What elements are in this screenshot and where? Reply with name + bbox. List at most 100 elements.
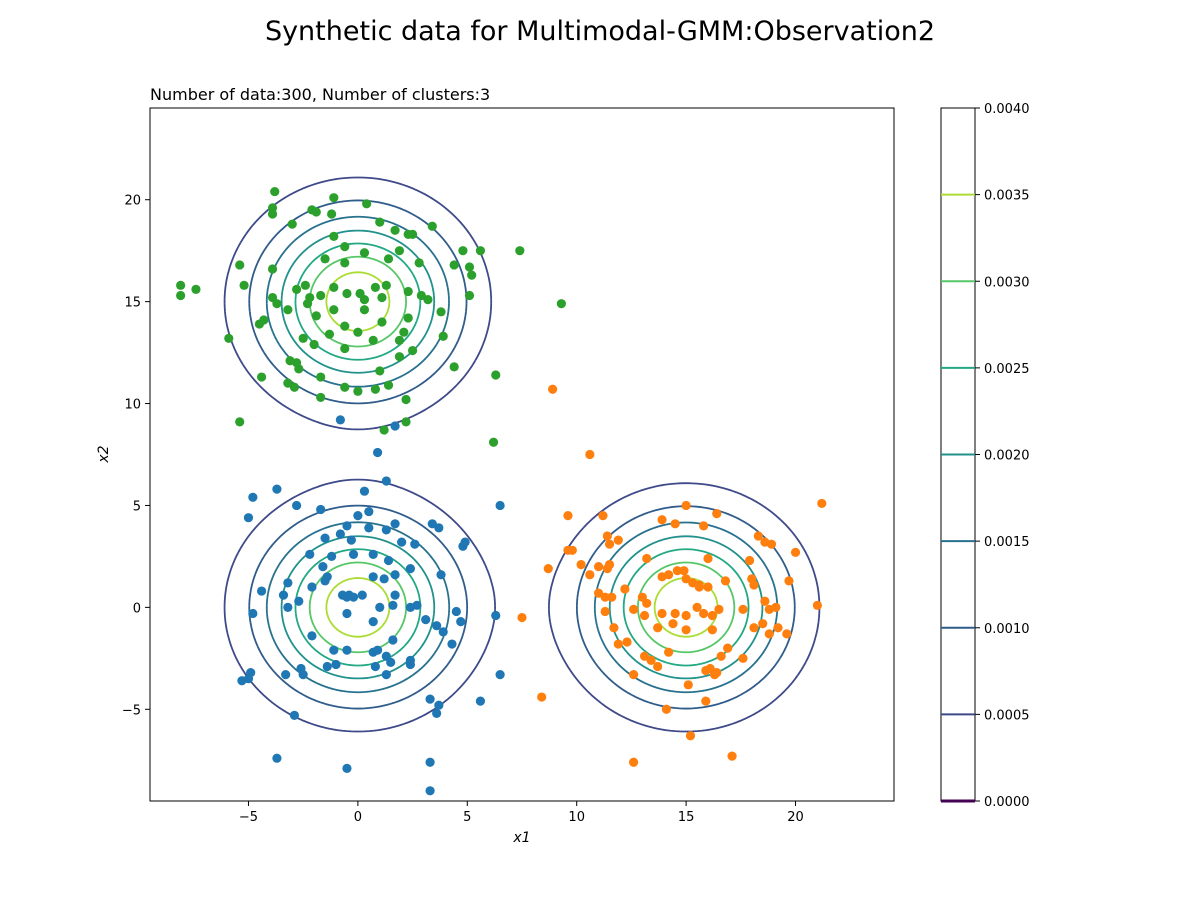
scatter-point-cluster-3	[401, 417, 411, 427]
scatter-point-cluster-1	[388, 635, 398, 645]
scatter-point-cluster-2	[543, 564, 553, 574]
scatter-point-cluster-2	[642, 553, 652, 564]
scatter-point-cluster-3	[377, 317, 387, 327]
scatter-point-cluster-1	[335, 415, 345, 425]
scatter-point-cluster-1	[316, 504, 326, 515]
scatter-point-cluster-1	[283, 578, 293, 588]
scatter-point-cluster-2	[639, 651, 650, 661]
scatter-point-cluster-3	[292, 284, 302, 295]
scatter-point-cluster-3	[458, 246, 468, 256]
scatter-point-cluster-1	[307, 631, 317, 641]
scatter-point-cluster-2	[738, 604, 748, 615]
scatter-point-cluster-3	[267, 264, 278, 274]
scatter-point-cluster-3	[316, 290, 326, 301]
scatter-point-cluster-3	[359, 305, 370, 315]
scatter-point-cluster-3	[359, 248, 370, 258]
scatter-point-cluster-1	[346, 535, 356, 545]
scatter-point-cluster-3	[475, 246, 486, 256]
scatter-point-cluster-1	[294, 596, 304, 606]
scatter-point-cluster-2	[604, 559, 615, 570]
scatter-point-cluster-1	[412, 600, 422, 610]
x-tick-label: 15	[678, 810, 695, 825]
scatter-point-cluster-3	[329, 282, 339, 292]
scatter-point-cluster-2	[703, 582, 713, 592]
scatter-point-cluster-2	[782, 629, 792, 639]
scatter-point-cluster-1	[447, 639, 457, 649]
scatter-point-cluster-2	[629, 757, 639, 767]
scatter-point-cluster-1	[434, 523, 444, 533]
scatter-point-cluster-3	[224, 333, 234, 343]
scatter-point-cluster-1	[379, 574, 389, 584]
scatter-point-cluster-2	[604, 539, 615, 549]
scatter-point-cluster-2	[773, 623, 783, 633]
scatter-point-cluster-2	[681, 500, 691, 511]
scatter-point-cluster-3	[267, 203, 278, 213]
scatter-point-cluster-1	[353, 511, 363, 521]
scatter-point-cluster-1	[322, 572, 332, 582]
scatter-point-cluster-3	[377, 292, 387, 303]
scatter-point-cluster-1	[381, 525, 391, 535]
scatter-point-cluster-3	[383, 254, 394, 264]
scatter-point-cluster-3	[556, 299, 566, 309]
scatter-point-cluster-1	[410, 539, 420, 549]
scatter-point-cluster-2	[681, 610, 691, 621]
scatter-point-cluster-3	[436, 307, 446, 317]
scatter-point-cluster-1	[281, 670, 291, 680]
scatter-point-cluster-2	[600, 592, 610, 602]
scatter-point-cluster-2	[707, 625, 717, 635]
scatter-point-cluster-3	[311, 311, 321, 321]
scatter-point-cluster-3	[407, 345, 418, 356]
scatter-point-cluster-2	[744, 555, 755, 566]
scatter-point-cluster-2	[707, 610, 717, 621]
scatter-point-cluster-2	[642, 598, 652, 608]
scatter-point-cluster-1	[342, 645, 352, 655]
scatter-point-cluster-2	[598, 511, 608, 521]
scatter-point-cluster-3	[300, 280, 310, 290]
scatter-point-cluster-2	[753, 531, 763, 541]
scatter-point-cluster-2	[517, 612, 527, 623]
scatter-point-cluster-1	[451, 606, 461, 617]
scatter-point-cluster-2	[661, 704, 672, 714]
scatter-point-cluster-2	[646, 655, 656, 665]
scatter-point-cluster-3	[287, 219, 297, 229]
scatter-point-cluster-2	[585, 570, 595, 580]
scatter-point-cluster-1	[434, 700, 444, 710]
scatter-point-cluster-1	[425, 694, 435, 704]
scatter-point-cluster-1	[272, 753, 282, 763]
scatter-point-cluster-3	[370, 282, 380, 292]
scatter-point-cluster-2	[738, 653, 748, 663]
scatter-point-cluster-1	[237, 676, 247, 686]
scatter-point-cluster-2	[563, 511, 573, 521]
scatter-point-cluster-3	[239, 280, 249, 290]
scatter-point-cluster-1	[388, 600, 398, 610]
scatter-point-cluster-1	[318, 562, 328, 572]
scatter-point-cluster-1	[322, 661, 332, 672]
colorbar-tick-label: 0.0040	[984, 102, 1030, 117]
scatter-point-cluster-1	[456, 617, 466, 627]
scatter-point-cluster-2	[699, 521, 709, 531]
scatter-point-cluster-2	[576, 559, 586, 570]
axes-title: Number of data:300, Number of clusters:3	[150, 85, 490, 104]
scatter-point-cluster-1	[375, 602, 385, 612]
scatter-point-cluster-2	[694, 582, 704, 592]
scatter-point-cluster-1	[342, 608, 352, 619]
scatter-point-cluster-1	[278, 590, 289, 600]
scatter-point-cluster-2	[812, 600, 823, 610]
scatter-point-cluster-3	[316, 392, 326, 403]
scatter-point-cluster-1	[460, 537, 470, 547]
colorbar-ticks: 0.0000 0.0005 0.0010 0.0015 0.0020 0.0025 0.00…	[975, 102, 1030, 810]
scatter-point-cluster-3	[394, 352, 405, 362]
scatter-point-cluster-1	[289, 710, 300, 720]
scatter-point-cluster-3	[283, 305, 293, 315]
scatter-point-cluster-3	[467, 270, 477, 280]
scatter-point-cluster-3	[272, 299, 282, 309]
colorbar-tick-label: 0.0035	[984, 189, 1030, 204]
scatter-point-cluster-2	[629, 604, 639, 615]
scatter-point-cluster-1	[348, 549, 359, 559]
scatter-point-cluster-1	[307, 582, 317, 592]
scatter-point-cluster-1	[491, 610, 501, 621]
colorbar-tick-label: 0.0025	[984, 362, 1030, 377]
scatter-point-cluster-2	[602, 531, 612, 541]
scatter-point-cluster-2	[613, 639, 623, 649]
scatter-point-cluster-2	[790, 547, 801, 557]
